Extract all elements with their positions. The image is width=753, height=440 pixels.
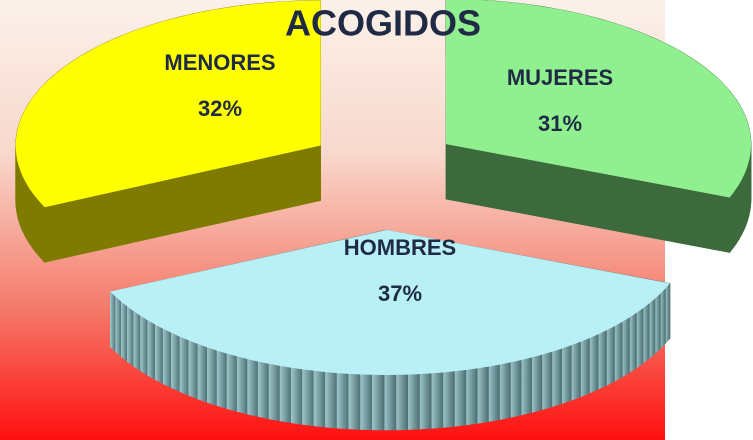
- side-face: [741, 174, 745, 235]
- side-face: [499, 362, 511, 420]
- side-face: [642, 302, 650, 364]
- slice: [15, 0, 321, 208]
- side-face: [476, 366, 489, 424]
- side-face: [188, 339, 199, 400]
- side-face: [268, 363, 281, 422]
- side-face: [614, 321, 623, 382]
- side-face: [24, 179, 28, 240]
- side-face: [629, 312, 637, 374]
- value-label: 32%: [197, 96, 243, 121]
- side-face: [236, 356, 248, 415]
- side-face: [179, 336, 190, 396]
- side-face: [226, 353, 238, 412]
- side-face: [488, 364, 500, 422]
- slice: [446, 0, 751, 198]
- side-face: [257, 361, 270, 420]
- side-face: [140, 315, 149, 376]
- side-face: [621, 316, 630, 378]
- side-face: [162, 328, 172, 389]
- chart-title: ACOGIDOS: [285, 3, 481, 44]
- side-face: [636, 307, 644, 369]
- side-face: [732, 187, 737, 249]
- side-face: [561, 344, 572, 405]
- side-face: [36, 197, 41, 259]
- side-face: [660, 287, 666, 350]
- side-face: [606, 325, 615, 386]
- label-box: HOMBRES 37%: [340, 225, 460, 317]
- side-face: [197, 343, 208, 403]
- side-face: [147, 319, 156, 381]
- side-face: [729, 192, 734, 254]
- side-face: [520, 357, 532, 416]
- side-face: [736, 183, 740, 245]
- side-face: [589, 333, 599, 394]
- label-box: MENORES 32%: [160, 40, 280, 132]
- side-face: [531, 354, 543, 413]
- side-face: [570, 341, 581, 401]
- side-face: [216, 350, 228, 410]
- category-label: HOMBRES: [343, 235, 457, 260]
- side-face: [110, 291, 116, 353]
- side-face: [465, 368, 478, 426]
- side-face: [290, 367, 303, 425]
- side-face: [654, 292, 661, 355]
- side-face: [510, 359, 522, 418]
- slice-label: MUJERES 31%: [480, 55, 640, 147]
- label-box: MUJERES 31%: [480, 55, 640, 147]
- slice: [110, 230, 670, 375]
- side-face: [21, 174, 25, 235]
- side-face: [127, 305, 135, 367]
- side-face: [580, 337, 590, 398]
- side-face: [247, 358, 259, 417]
- side-face: [171, 332, 181, 393]
- value-label: 31%: [537, 111, 583, 136]
- category-label: MENORES: [164, 50, 276, 75]
- slice-label: MENORES 32%: [160, 40, 280, 132]
- side-face: [648, 297, 656, 360]
- side-face: [541, 351, 553, 411]
- side-face: [29, 188, 34, 250]
- side-face: [26, 183, 31, 246]
- side-face: [551, 348, 563, 408]
- side-face: [597, 329, 607, 390]
- side-face: [372, 374, 385, 431]
- side-face: [313, 370, 326, 428]
- side-face: [32, 192, 37, 255]
- side-face: [738, 178, 743, 241]
- value-label: 37%: [377, 281, 423, 306]
- side-face: [115, 296, 122, 358]
- side-face: [40, 202, 46, 264]
- pie: [15, 0, 752, 431]
- slice-label: HOMBRES 37%: [340, 225, 460, 317]
- category-label: MUJERES: [506, 65, 614, 90]
- side-face: [133, 310, 141, 372]
- side-face: [665, 282, 671, 345]
- side-face: [207, 346, 218, 406]
- side-face: [120, 301, 128, 363]
- side-face: [302, 369, 315, 427]
- side-face: [279, 365, 292, 424]
- side-face: [325, 371, 338, 429]
- side-face: [154, 324, 164, 385]
